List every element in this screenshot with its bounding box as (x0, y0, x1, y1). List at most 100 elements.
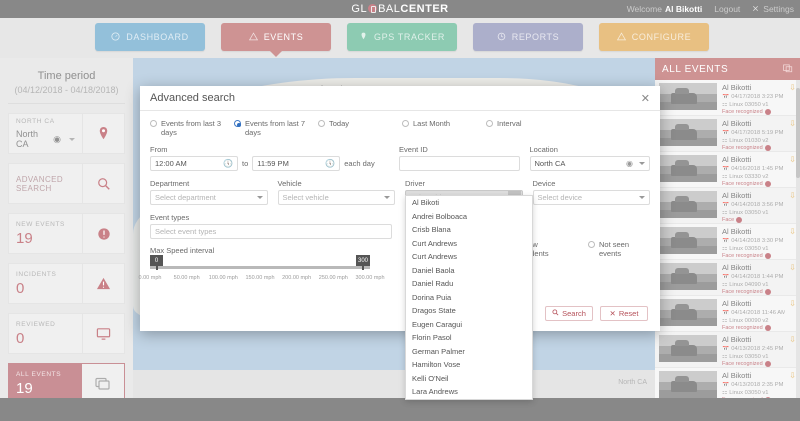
clock-icon[interactable]: 🕔 (223, 159, 233, 168)
radio-circle-icon[interactable] (150, 120, 157, 127)
event-device: ☷ Linux 01030 v2 (722, 138, 769, 144)
radio-circle-icon[interactable] (588, 241, 595, 248)
settings-link[interactable]: Settings (752, 4, 794, 14)
device-select[interactable]: Select device (532, 190, 650, 205)
sidebar-card-new-events[interactable]: NEW EVENTS 19 (8, 213, 125, 254)
download-icon[interactable]: ⇩ (789, 155, 796, 164)
event-thumbnail[interactable] (659, 83, 717, 110)
event-list-item[interactable]: Al Bikotti 📅 04/14/2018 3:56 PM ☷ Linux 0305… (655, 188, 800, 224)
sidebar-card-location[interactable]: NORTH CA North CA ◉ (8, 113, 125, 154)
event-list-item[interactable]: Al Bikotti 📅 04/13/2018 2:35 PM ☷ Linux 0305… (655, 368, 800, 398)
radio-interval[interactable]: Interval (486, 119, 570, 128)
driver-option[interactable]: Hamilton Vose (412, 360, 461, 369)
event-thumbnail[interactable] (659, 155, 717, 182)
event-list-item[interactable]: Al Bikotti 📅 04/17/2018 3:23 PM ☷ Linux 0305… (655, 80, 800, 116)
driver-option[interactable]: Andrei Bolboaca (412, 211, 468, 221)
driver-option[interactable]: Crisb Blana (412, 225, 451, 234)
slider-knob-max[interactable]: 300 (355, 255, 370, 270)
radio-today[interactable]: Today (318, 119, 402, 128)
event-list-item[interactable]: Al Bikotti 📅 04/17/2018 5:19 PM ☷ Linux 0103… (655, 116, 800, 152)
radio-circle-icon[interactable] (402, 120, 409, 127)
driver-option[interactable]: Al Bikoti (412, 198, 440, 207)
driver-option[interactable]: Curt Andrews (412, 238, 458, 248)
driver-option[interactable]: Dorina Puia (412, 292, 452, 302)
event-thumbnail[interactable] (659, 371, 717, 398)
location-select[interactable]: North CA ◉ (16, 129, 75, 149)
event-list-item[interactable]: Al Bikotti 📅 04/14/2018 11:46 AM ☷ Linux 000… (655, 296, 800, 332)
copy-icon[interactable] (783, 63, 793, 76)
sidebar-card-reviewed[interactable]: REVIEWED 0 (8, 313, 125, 354)
event-list-item[interactable]: Al Bikotti 📅 04/14/2018 3:30 PM ☷ Linux 0305… (655, 224, 800, 260)
event-thumbnail[interactable] (659, 191, 717, 218)
download-icon[interactable]: ⇩ (789, 119, 796, 128)
event-list-item[interactable]: Al Bikotti 📅 04/14/2018 1:44 PM ☷ Linux 0409… (655, 260, 800, 296)
radio-last-7-days[interactable]: Events from last 7 days (234, 119, 318, 137)
event-list-item[interactable]: Al Bikotti 📅 04/16/2018 1:45 PM ☷ Linux 0333… (655, 152, 800, 188)
event-thumbnail[interactable] (659, 263, 717, 290)
tab-dashboard[interactable]: DASHBOARD (95, 23, 205, 51)
radio-last-month[interactable]: Last Month (402, 119, 486, 128)
driver-option[interactable]: Eugen Caragui (412, 319, 463, 329)
driver-option[interactable]: Larisa Lixandru (406, 399, 532, 400)
radio-circle-icon[interactable] (486, 120, 493, 127)
slider-knob-min[interactable]: 0 (150, 255, 163, 270)
driver-option[interactable]: Dragos State (412, 306, 456, 315)
driver-option[interactable]: Florin Pasol (412, 333, 452, 342)
clock-icon[interactable]: 🕔 (325, 159, 336, 168)
events-scrollbar-track[interactable] (796, 80, 800, 398)
vehicle-select[interactable]: Select vehicle (277, 190, 395, 205)
driver-option[interactable]: Lara Andrews (412, 387, 458, 396)
download-icon[interactable]: ⇩ (789, 263, 796, 272)
radio-circle-selected-icon[interactable] (234, 120, 241, 127)
events-scrollbar-thumb[interactable] (796, 88, 800, 178)
chevron-down-icon[interactable] (384, 196, 390, 199)
radio-last-3-days[interactable]: Events from last 3 days (150, 119, 234, 137)
download-icon[interactable]: ⇩ (789, 371, 796, 380)
driver-option[interactable]: Daniel Radu (412, 279, 454, 288)
search-icon[interactable] (82, 164, 124, 203)
events-list[interactable]: Al Bikotti 📅 04/17/2018 3:23 PM ☷ Linux 0305… (655, 80, 800, 398)
location-select-input[interactable]: North CA ◉ (529, 156, 651, 171)
driver-option[interactable]: Daniel Baola (412, 265, 455, 275)
department-select[interactable]: Select department (150, 190, 268, 205)
clear-icon[interactable]: ◉ (53, 133, 61, 144)
event-thumbnail[interactable] (659, 299, 717, 326)
close-icon[interactable]: ✕ (640, 92, 650, 105)
clear-icon[interactable]: ◉ (626, 159, 634, 168)
radio-circle-icon[interactable] (318, 120, 325, 127)
download-icon[interactable]: ⇩ (789, 227, 796, 236)
driver-option[interactable]: German Palmer (412, 346, 465, 356)
calendar-icon: 📅 (722, 202, 730, 208)
chevron-down-icon[interactable] (69, 137, 75, 141)
download-icon[interactable]: ⇩ (789, 83, 796, 92)
not-seen-events-toggle[interactable]: Not seen events (588, 240, 640, 258)
download-icon[interactable]: ⇩ (789, 335, 796, 344)
sidebar-card-incidents[interactable]: INCIDENTS 0 (8, 263, 125, 304)
from-time-input[interactable]: 12:00 AM 🕔 (150, 156, 238, 171)
chevron-down-icon[interactable] (639, 196, 645, 199)
reset-button[interactable]: ✕ Reset (600, 306, 648, 321)
download-icon[interactable]: ⇩ (789, 299, 796, 308)
sidebar-card-all-events[interactable]: ALL EVENTS 19 (8, 363, 125, 404)
driver-option[interactable]: Curt Andrews (412, 252, 458, 261)
search-button[interactable]: Search (545, 306, 593, 321)
event-thumbnail[interactable] (659, 119, 717, 146)
logout-link[interactable]: Logout (714, 4, 740, 14)
sidebar-card-advanced-search[interactable]: ADVANCED SEARCH (8, 163, 125, 204)
tab-events[interactable]: EVENTS (221, 23, 331, 57)
event-id-input[interactable] (399, 156, 520, 171)
driver-dropdown-list[interactable]: Al Bikoti Andrei Bolboaca Crisb Blana Curt … (405, 195, 533, 400)
event-list-item[interactable]: Al Bikotti 📅 04/13/2018 2:45 PM ☷ Linux 0305… (655, 332, 800, 368)
event-thumbnail[interactable] (659, 227, 717, 254)
tab-configure[interactable]: CONFIGURE (599, 23, 709, 51)
download-icon[interactable]: ⇩ (789, 191, 796, 200)
max-speed-slider[interactable]: 0 300 (150, 255, 370, 270)
chevron-down-icon[interactable] (256, 196, 263, 199)
event-thumbnail[interactable] (659, 335, 717, 362)
tab-gps-tracker[interactable]: GPS TRACKER (347, 23, 457, 51)
to-time-input[interactable]: 11:59 PM 🕔 (252, 156, 341, 171)
tab-reports[interactable]: REPORTS (473, 23, 583, 51)
driver-option[interactable]: Kelli O'Neil (412, 373, 449, 383)
chevron-down-icon[interactable] (639, 162, 646, 165)
event-types-select[interactable]: Select event types (150, 224, 392, 239)
